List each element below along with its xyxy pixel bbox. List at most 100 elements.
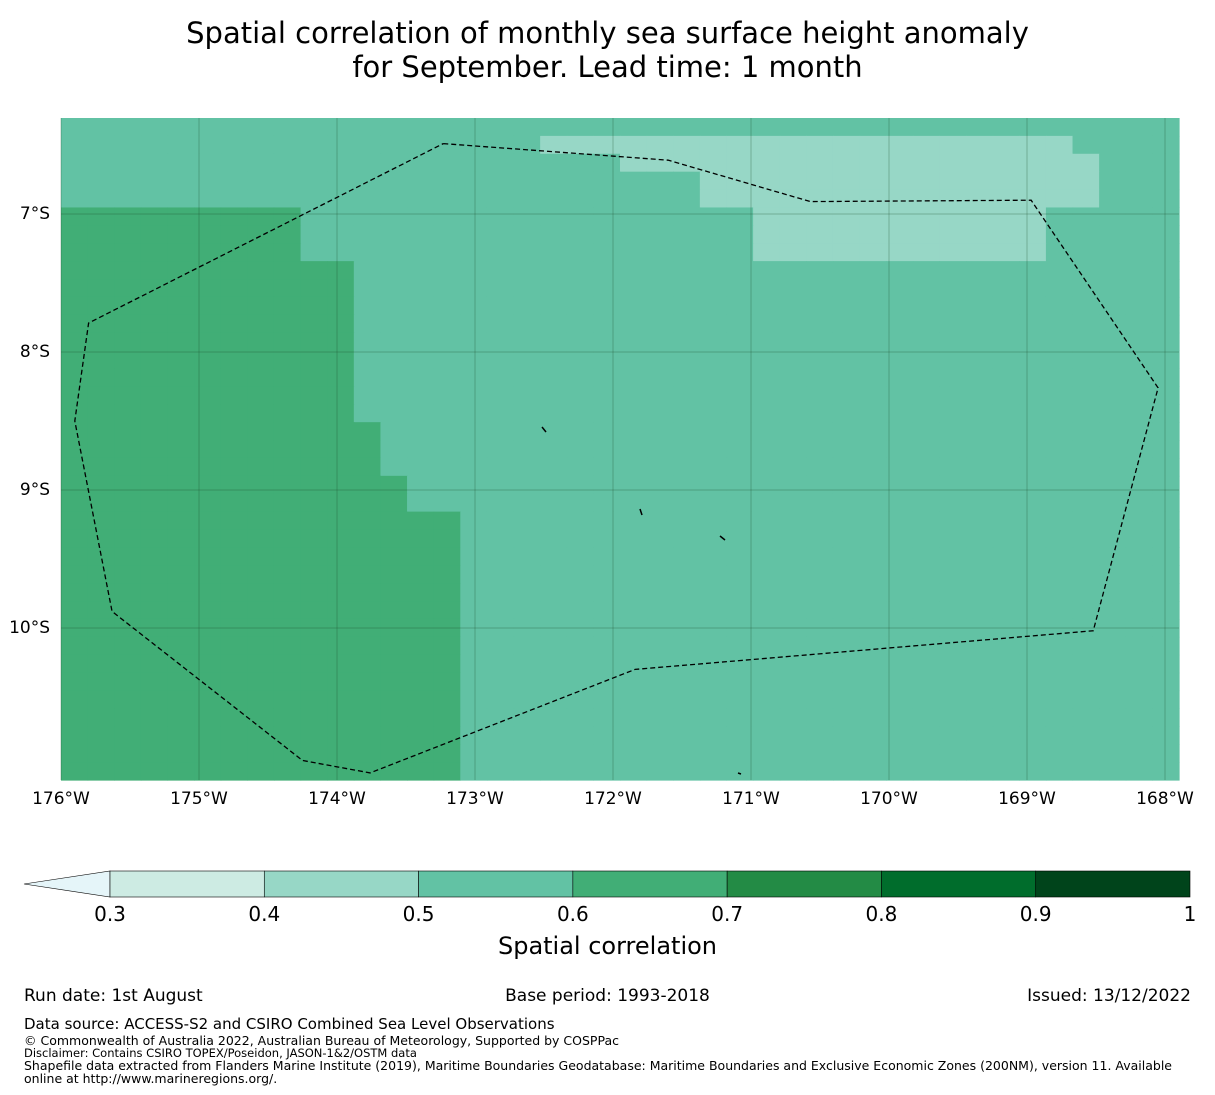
correlation-cell — [1152, 207, 1180, 226]
correlation-cell — [593, 601, 621, 620]
longitude-label: 171°W — [722, 789, 780, 809]
correlation-cell — [194, 422, 222, 441]
correlation-cell — [779, 440, 807, 459]
correlation-cell — [167, 225, 195, 244]
correlation-cell — [779, 547, 807, 566]
correlation-cell — [327, 601, 355, 620]
correlation-cell — [699, 279, 728, 298]
correlation-cell — [140, 332, 169, 352]
correlation-cell — [1099, 475, 1127, 495]
correlation-cell — [593, 493, 621, 513]
correlation-cell — [1045, 261, 1074, 280]
correlation-cell — [194, 440, 222, 459]
correlation-cell — [886, 279, 914, 298]
correlation-cell — [912, 422, 941, 441]
correlation-cell — [939, 440, 967, 459]
correlation-cell — [433, 672, 461, 692]
correlation-cell — [1099, 511, 1127, 531]
correlation-cell — [167, 153, 195, 173]
correlation-cell — [1125, 475, 1153, 495]
correlation-cell — [61, 744, 89, 763]
correlation-cell — [140, 493, 169, 513]
correlation-cell — [753, 350, 781, 370]
correlation-cell — [992, 529, 1020, 549]
correlation-cell — [247, 762, 275, 781]
correlation-cell — [114, 386, 142, 405]
correlation-cell — [247, 189, 275, 209]
correlation-cell — [1019, 189, 1047, 209]
correlation-cell — [726, 583, 754, 602]
correlation-cell — [460, 601, 488, 620]
correlation-cell — [220, 386, 248, 405]
correlation-cell — [353, 153, 382, 173]
correlation-cell — [407, 422, 435, 441]
correlation-cell — [407, 440, 435, 459]
disclaimer: Disclaimer: Contains CSIRO TOPEX/Poseido… — [24, 1046, 417, 1060]
correlation-cell — [859, 672, 887, 692]
correlation-cell — [779, 744, 807, 763]
correlation-cell — [912, 511, 941, 531]
correlation-cell — [327, 314, 355, 334]
correlation-cell — [61, 708, 89, 727]
correlation-cell — [1045, 368, 1074, 387]
correlation-cell — [433, 457, 461, 477]
correlation-cell — [832, 225, 861, 244]
correlation-cell — [753, 457, 781, 477]
correlation-cell — [1045, 601, 1074, 620]
correlation-cell — [1152, 243, 1180, 262]
correlation-cell — [966, 118, 994, 137]
correlation-cell — [140, 475, 169, 495]
correlation-cell — [806, 314, 834, 334]
correlation-cell — [486, 690, 515, 710]
correlation-cell — [1045, 672, 1074, 692]
correlation-cell — [566, 744, 594, 763]
correlation-cell — [220, 529, 248, 549]
correlation-cell — [513, 261, 541, 280]
correlation-cell — [673, 690, 701, 710]
correlation-cell — [540, 135, 568, 155]
correlation-cell — [407, 529, 435, 549]
correlation-cell — [886, 350, 914, 370]
correlation-cell — [1045, 475, 1074, 495]
correlation-cell — [194, 350, 222, 370]
correlation-cell — [353, 243, 382, 262]
correlation-cell — [673, 350, 701, 370]
colorbar-segment — [109, 870, 265, 898]
correlation-cell — [460, 762, 488, 781]
correlation-cell — [620, 457, 648, 477]
correlation-cell — [247, 314, 275, 334]
correlation-cell — [966, 601, 994, 620]
correlation-cell — [779, 350, 807, 370]
correlation-cell — [939, 493, 967, 513]
correlation-cell — [1045, 296, 1074, 316]
colorbar-segment — [1035, 870, 1191, 898]
correlation-cell — [726, 189, 754, 209]
correlation-cell — [566, 654, 594, 674]
correlation-cell — [806, 261, 834, 280]
correlation-cell — [353, 762, 382, 781]
correlation-cell — [699, 368, 728, 387]
correlation-cell — [114, 583, 142, 602]
correlation-cell — [726, 135, 754, 155]
correlation-cell — [486, 547, 515, 566]
correlation-cell — [513, 296, 541, 316]
correlation-cell — [513, 493, 541, 513]
correlation-cell — [1019, 636, 1047, 656]
correlation-cell — [832, 708, 861, 727]
correlation-cell — [966, 135, 994, 155]
correlation-cell — [1152, 493, 1180, 513]
correlation-cell — [699, 762, 728, 781]
correlation-cell — [832, 744, 861, 763]
correlation-cell — [620, 762, 648, 781]
correlation-cell — [593, 511, 621, 531]
correlation-cell — [673, 332, 701, 352]
correlation-cell — [273, 314, 302, 334]
correlation-cell — [726, 153, 754, 173]
colorbar-segment — [572, 870, 728, 898]
correlation-cell — [327, 332, 355, 352]
correlation-cell — [966, 404, 994, 423]
correlation-cell — [886, 118, 914, 137]
correlation-cell — [699, 547, 728, 566]
correlation-cell — [486, 314, 515, 334]
correlation-cell — [939, 135, 967, 155]
